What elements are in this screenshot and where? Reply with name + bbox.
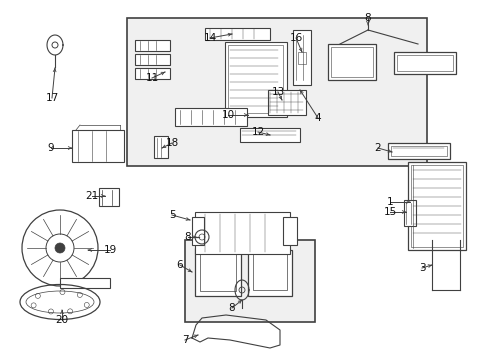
Text: 8: 8	[228, 303, 235, 313]
Bar	[204, 28, 269, 40]
Text: 20: 20	[55, 315, 68, 325]
Text: 6: 6	[176, 260, 183, 270]
Bar	[175, 108, 246, 126]
Text: 2: 2	[374, 143, 381, 153]
Text: 5: 5	[168, 210, 175, 220]
Text: 13: 13	[271, 87, 284, 97]
Text: 15: 15	[383, 207, 396, 217]
Text: 19: 19	[103, 245, 116, 255]
Bar	[135, 40, 170, 51]
Bar	[403, 200, 415, 226]
Bar	[60, 278, 110, 288]
Bar	[184, 240, 314, 322]
Text: 14: 14	[203, 33, 216, 43]
Text: 8: 8	[184, 232, 191, 242]
Text: 16: 16	[289, 33, 302, 43]
Bar	[99, 188, 119, 206]
Bar	[240, 128, 299, 142]
Text: 3: 3	[418, 263, 425, 273]
Bar	[224, 42, 286, 117]
Bar	[247, 250, 291, 296]
Bar	[327, 44, 375, 80]
Bar	[72, 130, 124, 162]
Bar	[154, 136, 168, 158]
Bar	[410, 165, 462, 247]
Bar	[252, 254, 286, 290]
Bar	[393, 52, 455, 74]
Bar	[200, 253, 236, 291]
Bar	[135, 54, 170, 65]
Text: 8: 8	[364, 13, 370, 23]
Bar	[195, 212, 289, 254]
Text: 1: 1	[386, 197, 392, 207]
Bar	[127, 18, 426, 166]
Bar	[390, 146, 446, 156]
Ellipse shape	[20, 284, 100, 320]
Bar	[297, 52, 305, 64]
Bar	[135, 68, 170, 79]
Circle shape	[55, 243, 65, 253]
Bar	[227, 45, 283, 113]
Bar	[387, 143, 449, 159]
Text: 12: 12	[251, 127, 264, 137]
Bar	[192, 217, 203, 245]
Text: 11: 11	[145, 73, 158, 83]
Bar	[292, 30, 310, 85]
Bar	[407, 162, 465, 250]
Text: 18: 18	[165, 138, 178, 148]
Bar	[330, 47, 372, 77]
Text: 9: 9	[48, 143, 54, 153]
Bar	[396, 55, 452, 71]
Bar	[195, 248, 241, 296]
Text: 21: 21	[85, 191, 99, 201]
Circle shape	[22, 210, 98, 286]
Text: 17: 17	[45, 93, 59, 103]
Text: 10: 10	[221, 110, 234, 120]
Text: 4: 4	[314, 113, 321, 123]
Text: 7: 7	[182, 335, 188, 345]
Bar	[283, 217, 296, 245]
Bar	[267, 90, 305, 115]
